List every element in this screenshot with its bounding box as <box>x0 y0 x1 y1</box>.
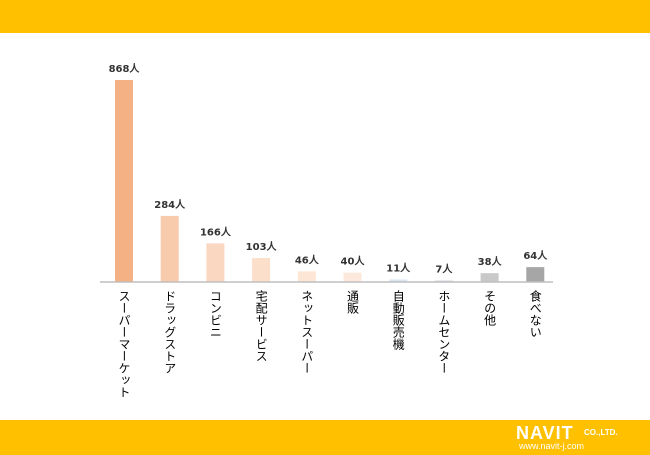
value-label: 46人 <box>295 253 320 266</box>
bar <box>434 280 453 282</box>
category-label: 食べない <box>528 289 542 338</box>
logo-suffix: CO.,LTD. <box>584 428 618 437</box>
bar <box>297 271 316 282</box>
bar <box>206 243 225 282</box>
value-label: 166人 <box>200 225 232 238</box>
category-label: ネットスーパー <box>300 290 314 374</box>
category-label: その他 <box>483 290 497 326</box>
value-label: 103人 <box>246 240 278 253</box>
value-labels-group: 868人 284人 166人 103人 46人 40人 11人 7人 38人 64人 <box>109 62 549 275</box>
category-labels-group: スーパーマーケット ドラッグストア コンビニ 宅配サービス ネットスーパー 通販 自動販売機… <box>117 289 542 398</box>
bar <box>526 267 545 282</box>
value-label: 11人 <box>386 261 411 274</box>
value-label: 7人 <box>435 262 453 275</box>
bar <box>160 215 179 282</box>
category-label: ドラッグストア <box>163 290 177 374</box>
value-label: 868人 <box>109 62 141 75</box>
value-label: 64人 <box>523 249 548 262</box>
category-label: コンビニ <box>208 290 222 338</box>
bar <box>343 272 362 282</box>
category-label: スーパーマーケット <box>117 290 131 398</box>
category-label: ホームセンター <box>437 290 451 374</box>
navit-logo: NAVIT CO.,LTD. www.navit-j.com <box>516 423 636 453</box>
value-label: 40人 <box>341 255 366 268</box>
value-label: 284人 <box>154 198 186 211</box>
logo-url: www.navit-j.com <box>519 441 585 451</box>
category-label: 自動販売機 <box>391 290 405 350</box>
bottom-banner <box>0 420 650 455</box>
top-banner <box>0 0 650 33</box>
bar <box>389 279 408 282</box>
bars-group <box>115 80 545 282</box>
bar <box>480 273 499 282</box>
value-label: 38人 <box>478 255 503 268</box>
bar <box>252 258 271 282</box>
category-label: 通販 <box>346 290 360 315</box>
bar <box>115 80 133 282</box>
logo-name: NAVIT <box>516 423 574 443</box>
category-label: 宅配サービス <box>254 289 268 362</box>
